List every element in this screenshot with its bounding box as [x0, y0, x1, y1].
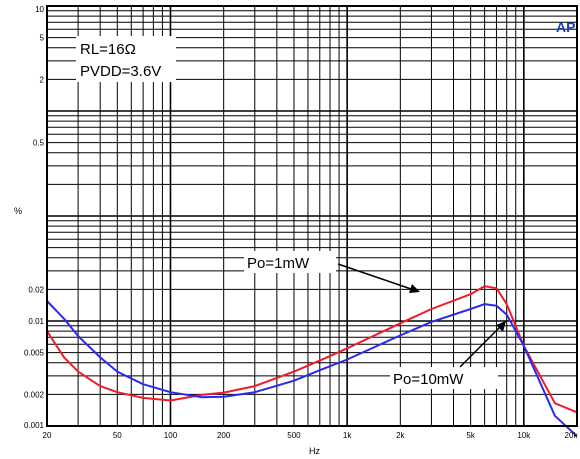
- series-line-10mw: [46, 300, 578, 437]
- plot-frame: [46, 5, 578, 427]
- series-label-bg-1mw: [244, 251, 336, 273]
- x-tick-label: 10k: [517, 431, 531, 440]
- arrow-10mw: [459, 321, 506, 368]
- y-tick-label: 0.01: [28, 317, 44, 326]
- x-tick-label: 20k: [565, 431, 579, 440]
- text-box-line-1: RL=16Ω: [80, 41, 136, 58]
- series-line-1mw: [46, 285, 578, 414]
- text-box-background: [76, 36, 176, 82]
- y-tick-label: 0.005: [24, 349, 45, 358]
- series-label-1mw: Po=1mW: [247, 255, 310, 272]
- x-tick-label: 1k: [343, 431, 352, 440]
- x-tick-label: 500: [287, 431, 301, 440]
- series-label-bg-10mw: [390, 367, 498, 389]
- y-tick-labels: 10 5 2 0.5 0.02 0.01 0.005 0.002 0.001: [24, 5, 45, 430]
- y-tick-label: 0.02: [28, 285, 44, 294]
- x-axis-label: Hz: [309, 446, 320, 456]
- y-tick-label: 5: [40, 34, 45, 43]
- y-tick-label: 2: [40, 75, 45, 84]
- y-tick-label: 0.001: [24, 421, 45, 430]
- y-tick-label: 0.002: [24, 390, 45, 399]
- y-axis-label: %: [14, 206, 22, 216]
- x-tick-label: 100: [164, 431, 178, 440]
- x-tick-label: 5k: [466, 431, 475, 440]
- y-tick-label: 0.5: [33, 139, 45, 148]
- arrow-1mw: [337, 263, 420, 293]
- x-tick-labels: 20 50 100 200 500 1k 2k 5k 10k 20k: [43, 431, 579, 440]
- x-tick-label: 20: [43, 431, 52, 440]
- y-tick-label: 10: [35, 5, 44, 14]
- series-group: [46, 285, 578, 437]
- text-box-line-2: PVDD=3.6V: [80, 63, 161, 80]
- x-tick-label: 50: [113, 431, 122, 440]
- x-tick-label: 200: [217, 431, 231, 440]
- series-label-10mw: Po=10mW: [393, 371, 464, 388]
- x-tick-label: 2k: [396, 431, 405, 440]
- corner-mark: AP: [556, 19, 575, 35]
